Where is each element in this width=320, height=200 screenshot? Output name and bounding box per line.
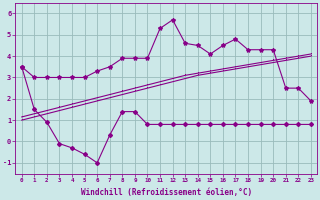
X-axis label: Windchill (Refroidissement éolien,°C): Windchill (Refroidissement éolien,°C) [81,188,252,197]
